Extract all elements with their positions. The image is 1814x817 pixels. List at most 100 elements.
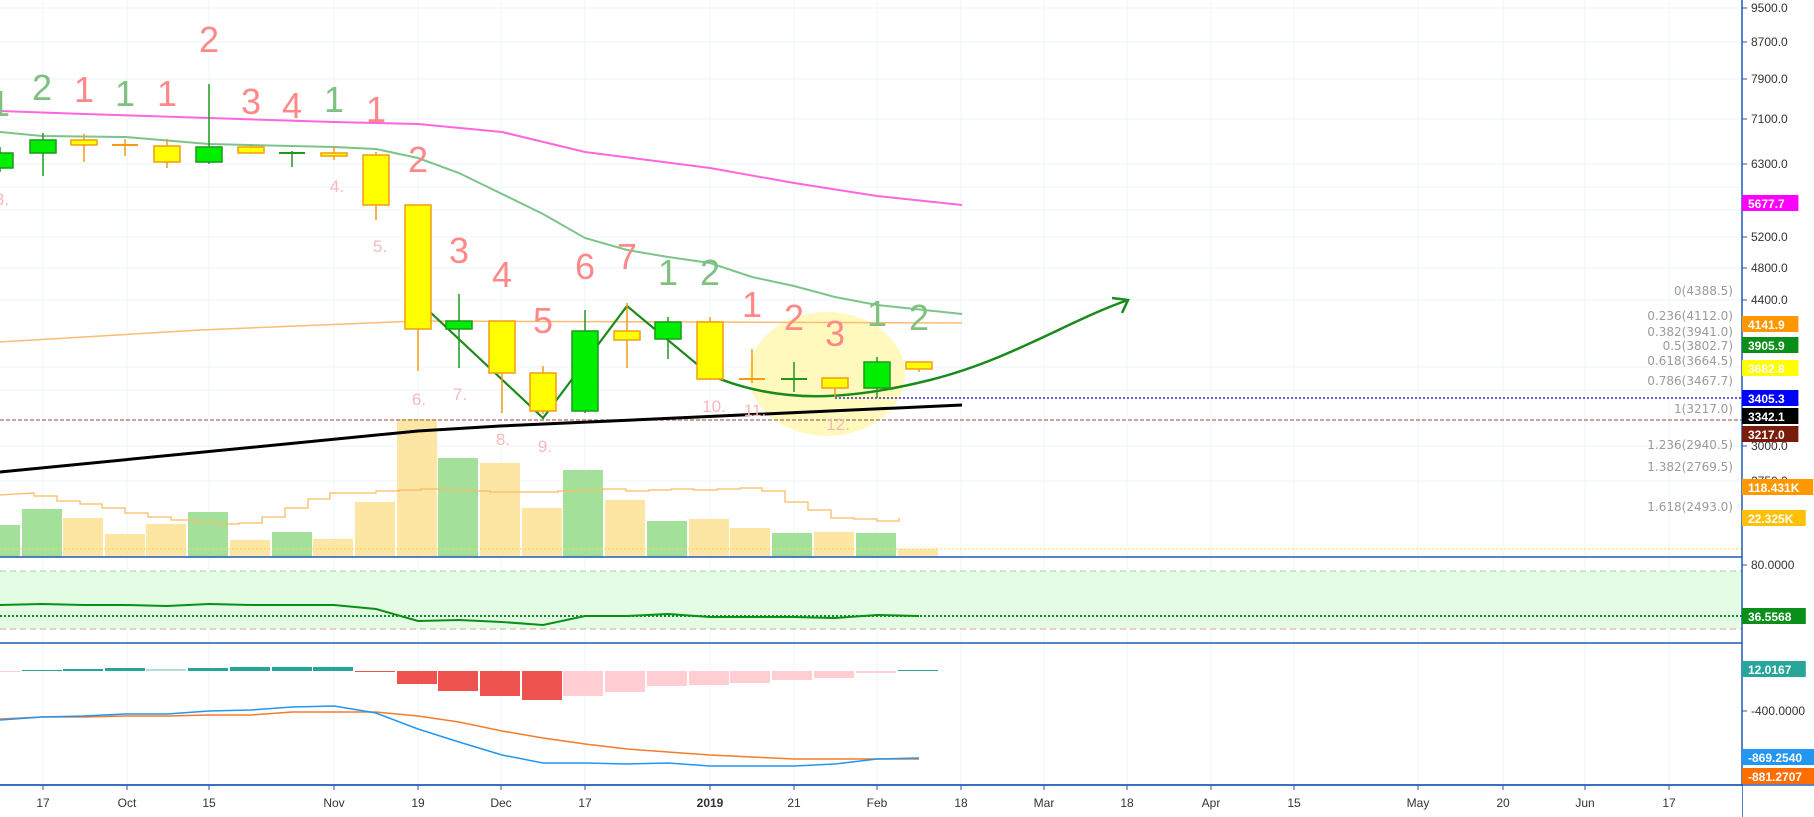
macd-histogram-bar <box>0 671 20 672</box>
macd-histogram-bar <box>63 669 103 671</box>
td-count-label: 4 <box>282 85 302 126</box>
price-badge <box>1742 408 1799 424</box>
price-badge-label: 3342.1 <box>1748 410 1785 424</box>
fibonacci-labels: 0(4388.5) 0.236(4112.0) 0.382(3941.0)0.5(3… <box>1647 284 1733 514</box>
macd-line <box>0 705 920 767</box>
macd-histogram-bar <box>772 671 812 680</box>
price-badge <box>1742 749 1814 765</box>
price-tick-label: 7900.0 <box>1751 72 1788 86</box>
td-count-label: 1 <box>867 293 887 334</box>
price-tick-label: 9500.0 <box>1751 1 1788 15</box>
td-setup-label: 12. <box>826 415 850 434</box>
time-tick-label: 17 <box>1662 796 1676 810</box>
rsi-pane[interactable] <box>0 570 1742 630</box>
time-tick-label: Apr <box>1202 796 1221 810</box>
candle-body <box>654 321 682 340</box>
candle-body <box>29 139 57 154</box>
candle-body <box>863 361 891 389</box>
macd-histogram-bar <box>814 671 854 678</box>
macd-histogram-bar <box>272 667 312 671</box>
volume-bar <box>647 521 687 557</box>
macd-histogram-bar <box>605 671 645 692</box>
td-count-label: 3 <box>449 230 469 271</box>
td-setup-label: 6. <box>412 390 426 409</box>
td-count-label: 4 <box>492 254 512 295</box>
fib-level-label: 1.618(2493.0) <box>1647 500 1733 514</box>
macd-histogram-bar <box>689 671 729 685</box>
td-count-label: 1 <box>324 79 344 120</box>
fib-level-label: 1(3217.0) <box>1674 402 1733 416</box>
price-tick-label: 5200.0 <box>1751 230 1788 244</box>
fib-level-label: 0.786(3467.7) <box>1647 374 1733 388</box>
rsi-line <box>0 602 920 627</box>
volume-bar <box>397 419 437 557</box>
arrow-head-icon <box>1111 296 1130 314</box>
td-count-label: 6 <box>575 246 595 287</box>
td-count-label: 3 <box>825 313 845 354</box>
macd-histogram-bar <box>313 667 353 671</box>
price-badge <box>1742 661 1806 677</box>
candle-body <box>195 146 223 163</box>
candlesticks <box>0 84 933 414</box>
td-count-label: 1 <box>658 252 678 293</box>
price-badges: 5677.7 4141.9 3905.9 3682.8 3405.3 3342.1 3217… <box>1742 195 1814 784</box>
time-tick-label: 19 <box>411 796 425 810</box>
candle-body <box>571 330 599 412</box>
td-count-label: 2 <box>408 139 428 180</box>
fib-level-label: 0(4388.5) <box>1674 284 1733 298</box>
time-tick-label: Dec <box>490 796 511 810</box>
volume-bar <box>856 533 896 557</box>
time-tick-label: Jun <box>1575 796 1594 810</box>
price-badge <box>1742 316 1799 332</box>
macd-histogram-bar <box>730 671 770 683</box>
price-badge-label: -869.2540 <box>1748 751 1802 765</box>
macd-histogram-bar <box>22 670 62 671</box>
indicator-tick-label: 80.0000 <box>1751 558 1795 572</box>
candle-body <box>237 146 265 154</box>
highlight-ellipse <box>749 312 905 436</box>
volume-bar <box>605 500 645 557</box>
price-badge <box>1742 510 1806 526</box>
td-count-label: 1 <box>74 69 94 110</box>
volume-bar <box>313 539 353 557</box>
candle-body <box>153 145 181 163</box>
volume-bar <box>188 512 228 557</box>
price-badge-label: 3405.3 <box>1748 392 1785 406</box>
candle-body <box>445 320 473 330</box>
volume-bar <box>563 470 603 557</box>
price-badge-label: 118.431K <box>1748 481 1800 495</box>
macd-histogram-bar <box>146 669 186 671</box>
projection-curve <box>709 298 1129 398</box>
td-setup-label: 8. <box>496 430 510 449</box>
macd-histogram-bar <box>647 671 687 686</box>
td-count-label: 2 <box>784 297 804 338</box>
macd-histogram-bar <box>230 667 270 671</box>
volume-bar <box>272 532 312 557</box>
volume-bar <box>772 533 812 557</box>
candle-body <box>362 154 390 206</box>
td-setup-label: 10. <box>702 397 726 416</box>
macd-signal-line <box>0 711 919 760</box>
time-tick-label: 18 <box>954 796 968 810</box>
price-badge-label: 3905.9 <box>1748 339 1785 353</box>
time-tick-label: Oct <box>118 796 137 810</box>
time-tick-label: 18 <box>1120 796 1134 810</box>
macd-pane[interactable] <box>0 667 938 767</box>
price-badge <box>1742 608 1806 624</box>
ma-flat-line <box>0 320 963 343</box>
td-count-label: 1 <box>366 89 386 130</box>
td-count-label: 1 <box>0 83 10 124</box>
fib-level-label: 0.382(3941.0) <box>1647 325 1733 339</box>
macd-histogram-bar <box>856 671 896 673</box>
indicator-lines <box>0 110 1742 474</box>
time-tick-label: Feb <box>867 796 888 810</box>
volume-bar <box>63 518 103 557</box>
td-setup-label: 3. <box>0 190 9 209</box>
td-count-label: 2 <box>700 252 720 293</box>
volume-bars <box>0 419 1814 786</box>
td-count-label: 1 <box>157 73 177 114</box>
volume-bar <box>105 534 145 557</box>
indicator-tick-label: -400.0000 <box>1751 704 1805 718</box>
time-tick-label: 21 <box>787 796 801 810</box>
